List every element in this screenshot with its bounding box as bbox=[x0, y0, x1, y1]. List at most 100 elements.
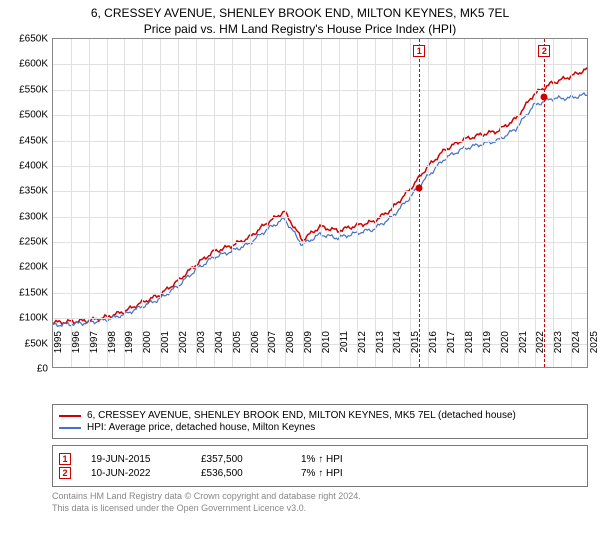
legend-box: 6, CRESSEY AVENUE, SHENLEY BROOK END, MI… bbox=[52, 404, 588, 439]
sales-pct: 7% ↑ HPI bbox=[301, 468, 391, 479]
gridline-v bbox=[71, 39, 72, 367]
legend-swatch bbox=[59, 427, 81, 429]
gridline-v bbox=[392, 39, 393, 367]
marker-box: 1 bbox=[413, 45, 425, 57]
gridline-v bbox=[214, 39, 215, 367]
ytick-label: £250K bbox=[3, 237, 48, 248]
series-hpi bbox=[53, 93, 587, 326]
gridline-v bbox=[410, 39, 411, 367]
gridline-v bbox=[178, 39, 179, 367]
gridline-v bbox=[107, 39, 108, 367]
gridline-v bbox=[303, 39, 304, 367]
legend-swatch bbox=[59, 415, 81, 417]
plot-surface: £0£50K£100K£150K£200K£250K£300K£350K£400… bbox=[52, 38, 588, 368]
gridline-v bbox=[571, 39, 572, 367]
sales-price: £536,500 bbox=[201, 468, 281, 479]
gridline-h bbox=[53, 115, 587, 116]
ytick-label: £450K bbox=[3, 135, 48, 146]
gridline-v bbox=[339, 39, 340, 367]
gridline-h bbox=[53, 191, 587, 192]
gridline-v bbox=[428, 39, 429, 367]
gridline-h bbox=[53, 166, 587, 167]
ytick-label: £350K bbox=[3, 186, 48, 197]
ytick-label: £400K bbox=[3, 160, 48, 171]
xtick-label: 2011 bbox=[339, 331, 350, 361]
xtick-label: 2019 bbox=[482, 331, 493, 361]
xtick-label: 2025 bbox=[589, 331, 600, 361]
sales-table: 1 19-JUN-2015 £357,500 1% ↑ HPI 2 10-JUN-2022… bbox=[52, 445, 588, 487]
legend-row: HPI: Average price, detached house, Milt… bbox=[59, 422, 581, 433]
gridline-h bbox=[53, 267, 587, 268]
marker-box: 2 bbox=[538, 45, 550, 57]
gridline-h bbox=[53, 318, 587, 319]
ytick-label: £200K bbox=[3, 262, 48, 273]
xtick-label: 2023 bbox=[553, 331, 564, 361]
gridline-v bbox=[446, 39, 447, 367]
gridline-v bbox=[89, 39, 90, 367]
xtick-label: 2007 bbox=[267, 331, 278, 361]
gridline-h bbox=[53, 242, 587, 243]
ytick-label: £550K bbox=[3, 84, 48, 95]
gridline-v bbox=[285, 39, 286, 367]
marker-vline bbox=[544, 39, 545, 367]
footer-attribution: Contains HM Land Registry data © Crown c… bbox=[52, 491, 588, 514]
footer-line2: This data is licensed under the Open Gov… bbox=[52, 503, 588, 515]
gridline-h bbox=[53, 217, 587, 218]
gridline-v bbox=[518, 39, 519, 367]
gridline-v bbox=[553, 39, 554, 367]
xtick-label: 2003 bbox=[196, 331, 207, 361]
marker-dot bbox=[416, 184, 423, 191]
title-line1: 6, CRESSEY AVENUE, SHENLEY BROOK END, MI… bbox=[0, 6, 600, 20]
ytick-label: £0 bbox=[3, 364, 48, 375]
ytick-label: £650K bbox=[3, 34, 48, 45]
gridline-v bbox=[124, 39, 125, 367]
xtick-label: 2016 bbox=[428, 331, 439, 361]
xtick-label: 2024 bbox=[571, 331, 582, 361]
sales-marker-id: 2 bbox=[59, 467, 71, 479]
marker-vline bbox=[419, 39, 420, 367]
xtick-label: 2009 bbox=[303, 331, 314, 361]
gridline-h bbox=[53, 90, 587, 91]
xtick-label: 2020 bbox=[500, 331, 511, 361]
xtick-label: 2013 bbox=[375, 331, 386, 361]
xtick-label: 1999 bbox=[124, 331, 135, 361]
legend-label: HPI: Average price, detached house, Milt… bbox=[87, 422, 315, 433]
sales-pct: 1% ↑ HPI bbox=[301, 454, 391, 465]
gridline-v bbox=[160, 39, 161, 367]
xtick-label: 2021 bbox=[518, 331, 529, 361]
gridline-v bbox=[232, 39, 233, 367]
chart-container: 6, CRESSEY AVENUE, SHENLEY BROOK END, MI… bbox=[0, 0, 600, 560]
gridline-v bbox=[357, 39, 358, 367]
ytick-label: £50K bbox=[3, 338, 48, 349]
gridline-v bbox=[267, 39, 268, 367]
xtick-label: 2004 bbox=[214, 331, 225, 361]
ytick-label: £150K bbox=[3, 287, 48, 298]
series-property bbox=[53, 68, 587, 325]
gridline-v bbox=[500, 39, 501, 367]
sales-price: £357,500 bbox=[201, 454, 281, 465]
xtick-label: 2012 bbox=[357, 331, 368, 361]
xtick-label: 2000 bbox=[142, 331, 153, 361]
chart-plot-area: £0£50K£100K£150K£200K£250K£300K£350K£400… bbox=[52, 38, 588, 368]
sales-date: 19-JUN-2015 bbox=[91, 454, 181, 465]
xtick-label: 1998 bbox=[107, 331, 118, 361]
xtick-label: 2008 bbox=[285, 331, 296, 361]
ytick-label: £500K bbox=[3, 110, 48, 121]
title-block: 6, CRESSEY AVENUE, SHENLEY BROOK END, MI… bbox=[0, 0, 600, 38]
gridline-h bbox=[53, 293, 587, 294]
xtick-label: 2002 bbox=[178, 331, 189, 361]
xtick-label: 2005 bbox=[232, 331, 243, 361]
ytick-label: £300K bbox=[3, 211, 48, 222]
sales-date: 10-JUN-2022 bbox=[91, 468, 181, 479]
xtick-label: 2001 bbox=[160, 331, 171, 361]
gridline-v bbox=[482, 39, 483, 367]
xtick-label: 1997 bbox=[89, 331, 100, 361]
xtick-label: 2014 bbox=[392, 331, 403, 361]
xtick-label: 2018 bbox=[464, 331, 475, 361]
sales-marker-id: 1 bbox=[59, 453, 71, 465]
title-line2: Price paid vs. HM Land Registry's House … bbox=[0, 22, 600, 36]
sales-row: 2 10-JUN-2022 £536,500 7% ↑ HPI bbox=[59, 467, 581, 479]
gridline-h bbox=[53, 64, 587, 65]
legend-label: 6, CRESSEY AVENUE, SHENLEY BROOK END, MI… bbox=[87, 410, 516, 421]
gridline-v bbox=[321, 39, 322, 367]
